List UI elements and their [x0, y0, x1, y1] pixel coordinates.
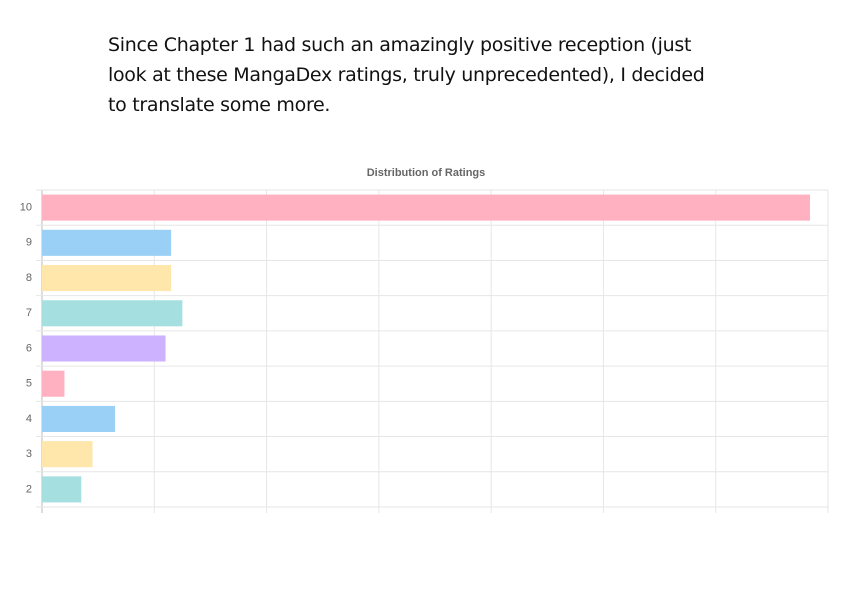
bar — [42, 335, 166, 362]
chart-title: Distribution of Ratings — [367, 167, 486, 179]
bar — [42, 405, 115, 432]
bar — [42, 229, 172, 256]
bar — [42, 476, 82, 503]
caption-line: to translate some more. — [108, 94, 331, 116]
y-tick-label: 7 — [26, 307, 32, 319]
bar — [42, 265, 172, 292]
bar — [42, 194, 811, 221]
caption: Since Chapter 1 had such an amazingly po… — [108, 30, 705, 120]
y-tick-label: 10 — [20, 202, 32, 214]
y-tick-label: 6 — [26, 342, 32, 354]
bar — [42, 300, 183, 327]
y-tick-label: 9 — [26, 237, 32, 249]
bar — [42, 441, 93, 468]
y-tick-label: 4 — [26, 413, 32, 425]
y-tick-label: 8 — [26, 272, 32, 284]
caption-line: Since Chapter 1 had such an amazingly po… — [108, 34, 692, 56]
y-tick-label: 5 — [26, 378, 32, 390]
bar — [42, 370, 65, 397]
caption-line: look at these MangaDex ratings, truly un… — [108, 64, 705, 86]
y-tick-label: 2 — [26, 483, 32, 495]
y-tick-label: 3 — [26, 448, 32, 460]
